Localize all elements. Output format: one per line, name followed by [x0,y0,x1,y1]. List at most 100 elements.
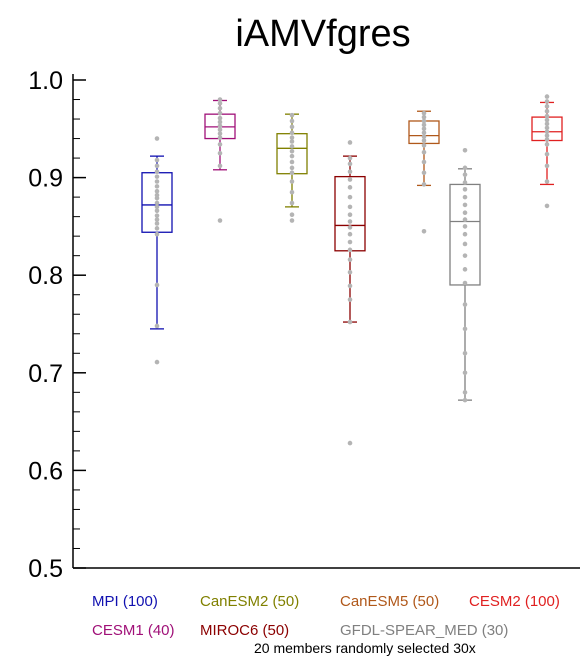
member-point [421,134,427,139]
member-point [347,269,353,275]
axes: 0.5 0.6 0.7 0.8 0.9 1.0 [28,67,580,583]
member-point [462,210,468,216]
member-point [421,126,427,132]
member-point [544,99,550,104]
member-point [217,142,223,147]
footnote: 20 members randomly selected 30x [254,640,476,656]
box-gfdl-spear-med [449,147,481,403]
member-point [421,159,427,165]
member-point [154,323,160,329]
box-cesm2 [531,94,563,209]
member-point [154,221,160,226]
member-point [544,203,550,209]
member-point [421,138,427,143]
member-point [347,212,353,217]
member-point [462,267,468,272]
member-point [289,112,295,118]
member-point [544,129,550,135]
member-point [154,204,160,210]
member-point [289,159,295,165]
box-canesm5 [408,110,440,234]
member-point [347,440,353,446]
member-point [347,319,353,325]
member-point [289,179,295,184]
member-point [289,144,295,149]
member-point [154,163,160,169]
member-point [462,165,468,171]
member-point [462,202,468,208]
member-point [289,130,295,136]
legend-item-cesm2: CESM2 (100) [469,593,560,610]
member-point [462,253,468,258]
member-point [154,184,160,189]
y-tick-label: 0.6 [28,457,63,485]
member-point [462,194,468,200]
member-point [462,172,468,177]
member-point [289,118,295,124]
member-point [154,282,160,288]
member-point [289,124,295,130]
member-point [347,297,353,302]
member-point [217,110,223,116]
member-point [544,137,550,142]
box-miroc6 [334,140,366,446]
member-point [347,185,353,190]
member-point [462,231,468,237]
member-point [347,169,353,175]
member-point [154,174,160,179]
member-point [544,117,550,123]
box-canesm2 [276,112,308,223]
member-point [462,224,468,229]
member-point [217,97,223,102]
member-point [544,125,550,131]
member-point [347,225,353,230]
member-point [544,142,550,147]
member-point [217,123,223,129]
member-point [154,179,160,184]
member-point [154,213,160,218]
member-point [421,130,427,136]
member-point [347,219,353,224]
boxes [141,94,563,446]
member-point [421,114,427,120]
member-point [347,239,353,245]
member-point [544,104,550,109]
member-point [289,165,295,171]
box-mpi [141,136,173,365]
member-point [154,192,160,198]
member-point [462,350,468,356]
y-tick-label: 0.9 [28,165,63,193]
member-point [347,247,353,253]
member-point [462,180,468,185]
member-point [217,163,223,169]
legend-item-mpi: MPI (100) [92,593,158,610]
member-point [289,218,295,223]
member-point [462,280,468,286]
member-point [462,397,468,403]
member-point [462,302,468,307]
member-point [217,150,223,156]
member-point [544,113,550,119]
member-point [544,179,550,184]
member-point [462,241,468,247]
member-point [154,188,160,194]
member-point [347,161,353,167]
member-point [544,108,550,114]
member-point [289,200,295,206]
member-point [289,135,295,140]
member-point [154,200,160,206]
member-point [217,101,223,106]
member-point [154,169,160,175]
member-point [154,217,160,222]
member-point [421,149,427,155]
member-point [154,157,160,163]
member-point [217,115,223,121]
member-point [462,390,468,395]
member-point [421,122,427,128]
member-point [154,359,160,365]
member-point [462,187,468,192]
member-point [421,118,427,124]
member-point [347,257,353,262]
member-point [421,182,427,187]
